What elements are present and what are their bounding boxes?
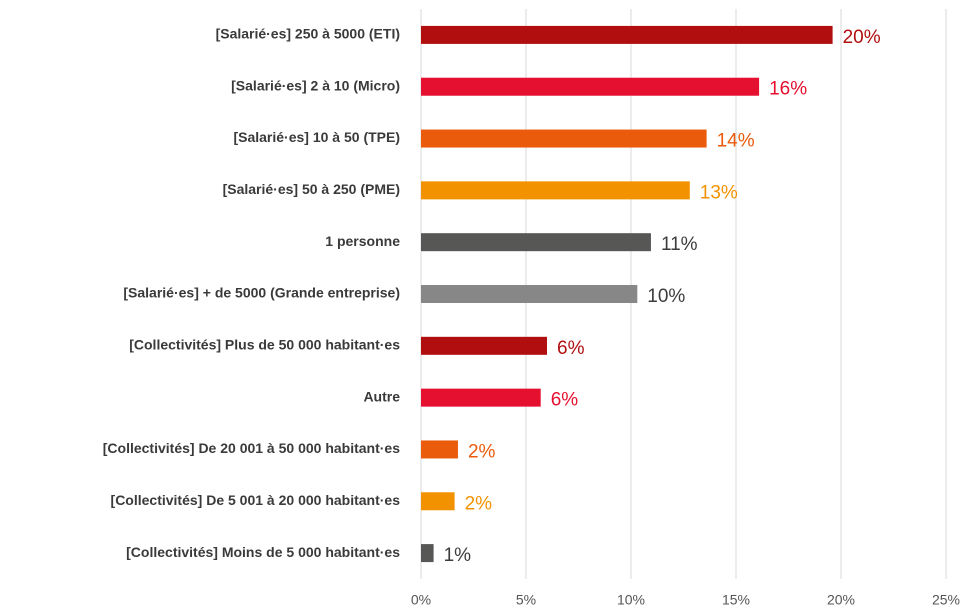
x-tick-label: 0% — [411, 592, 431, 608]
value-label: 1% — [444, 545, 472, 566]
bar — [421, 388, 541, 407]
value-label: 11% — [661, 234, 698, 255]
bar — [421, 440, 458, 459]
x-tick-label: 25% — [932, 592, 960, 608]
category-label: [Salarié·es] 250 à 5000 (ETI) — [216, 26, 400, 42]
value-label: 16% — [769, 79, 807, 100]
category-label: [Collectivités] Plus de 50 000 habitant·… — [129, 337, 400, 353]
x-tick-label: 20% — [827, 592, 855, 608]
bar — [421, 285, 638, 303]
category-label: [Salarié·es] 10 à 50 (TPE) — [233, 129, 400, 145]
bar — [421, 181, 690, 200]
value-label: 10% — [647, 286, 685, 307]
bar — [421, 492, 455, 511]
category-label: [Salarié·es] 50 à 250 (PME) — [223, 181, 400, 197]
category-label: [Collectivités] De 5 001 à 20 000 habita… — [111, 492, 401, 508]
category-label: [Collectivités] De 20 001 à 50 000 habit… — [103, 440, 400, 456]
bar — [421, 77, 760, 96]
value-label: 2% — [468, 441, 496, 462]
bar — [421, 129, 707, 148]
bar — [421, 336, 547, 355]
category-label: [Collectivités] Moins de 5 000 habitant·… — [126, 544, 400, 560]
x-tick-label: 15% — [722, 592, 750, 608]
bar — [421, 233, 651, 252]
category-label: 1 personne — [325, 233, 400, 249]
category-label: [Salarié·es] 2 à 10 (Micro) — [231, 77, 400, 93]
value-label: 2% — [465, 493, 493, 514]
category-label: Autre — [363, 388, 400, 404]
value-label: 6% — [551, 390, 579, 411]
bar — [421, 25, 833, 44]
value-label: 20% — [843, 27, 881, 48]
x-tick-label: 5% — [516, 592, 536, 608]
x-tick-label: 10% — [617, 592, 645, 608]
value-label: 14% — [717, 131, 755, 152]
value-label: 13% — [700, 182, 738, 203]
value-label: 6% — [557, 338, 585, 359]
bar — [421, 544, 434, 563]
category-label: [Salarié·es] + de 5000 (Grande entrepris… — [123, 285, 400, 301]
